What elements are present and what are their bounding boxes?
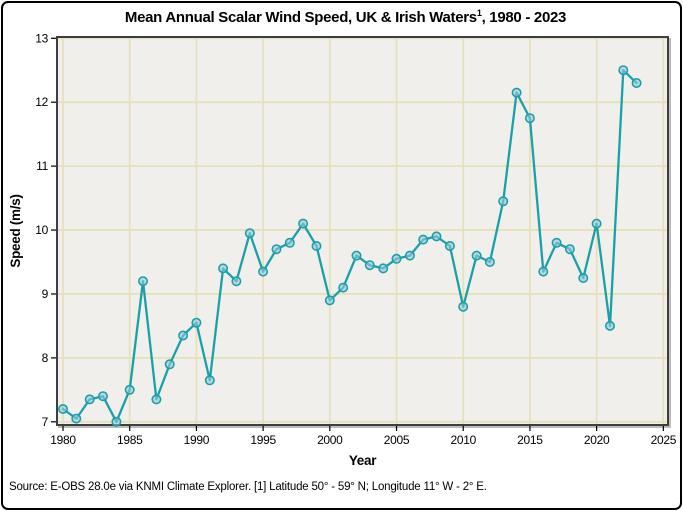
data-point (71, 413, 82, 424)
data-point (151, 394, 162, 405)
x-axis-tick-label: 1980 (50, 433, 76, 447)
data-point (204, 375, 215, 386)
chart-title-text: Mean Annual Scalar Wind Speed, UK & Iris… (124, 9, 477, 26)
chart-title: Mean Annual Scalar Wind Speed, UK & Iris… (40, 8, 651, 26)
data-point (164, 359, 175, 370)
data-point (564, 244, 575, 255)
data-point (124, 384, 135, 395)
y-axis-tick-label: 12 (35, 95, 48, 109)
data-point (484, 256, 495, 267)
x-axis-tick-label: 2020 (584, 433, 610, 447)
data-point (551, 237, 562, 248)
x-axis-tick-label: 1995 (250, 433, 276, 447)
data-point (351, 250, 362, 261)
data-point (138, 276, 149, 287)
data-line (61, 69, 638, 423)
data-point (498, 196, 509, 207)
data-point (418, 234, 429, 245)
x-axis-tick-label: 1990 (184, 433, 210, 447)
x-axis-tick-label: 2005 (384, 433, 410, 447)
y-axis-tick-label: 10 (35, 223, 48, 237)
plot-area (57, 37, 668, 425)
data-point (444, 241, 455, 252)
data-point (84, 394, 95, 405)
data-point (458, 301, 469, 312)
data-point (244, 228, 255, 239)
data-point (231, 276, 242, 287)
data-point (431, 231, 442, 242)
x-axis-title: Year (349, 453, 377, 468)
data-point (591, 218, 602, 229)
chart-title-daterange: , 1980 - 2023 (481, 9, 567, 26)
data-point (604, 320, 615, 331)
chart-title-footnote-marker: 1 (476, 8, 482, 18)
y-axis-tick-label: 11 (36, 159, 48, 173)
y-axis-tick-label: 13 (35, 31, 48, 45)
y-axis-title: Speed (m/s) (8, 194, 23, 267)
x-axis-tick-label: 2025 (651, 433, 677, 447)
data-point (378, 263, 389, 274)
x-axis-tick-label: 1985 (117, 433, 143, 447)
y-axis-tick-label: 9 (42, 287, 49, 301)
data-point (98, 391, 109, 402)
data-point (178, 330, 189, 341)
x-axis-tick-label: 2010 (450, 433, 476, 447)
data-point (271, 244, 282, 255)
data-point (538, 266, 549, 277)
data-point (218, 263, 229, 274)
data-point (404, 250, 415, 261)
data-point (338, 282, 349, 293)
data-point (391, 253, 402, 264)
data-point (471, 250, 482, 261)
data-point (258, 266, 269, 277)
data-point (284, 237, 295, 248)
x-axis-tick-label: 2000 (317, 433, 343, 447)
data-point (618, 65, 629, 76)
source-note: Source: E-OBS 28.0e via KNMI Climate Exp… (9, 481, 487, 493)
plot-frame (56, 36, 669, 426)
data-point (298, 218, 309, 229)
y-axis-tick-label: 7 (42, 415, 49, 429)
data-point (511, 87, 522, 98)
data-point (111, 416, 122, 427)
data-point (57, 403, 68, 414)
data-point (191, 317, 202, 328)
y-axis-tick-label: 8 (42, 351, 49, 365)
data-point (631, 78, 642, 89)
data-point (311, 241, 322, 252)
x-axis-tick-label: 2015 (517, 433, 543, 447)
data-point (364, 260, 375, 271)
data-point (578, 272, 589, 283)
data-point (524, 113, 535, 124)
data-point (324, 295, 335, 306)
